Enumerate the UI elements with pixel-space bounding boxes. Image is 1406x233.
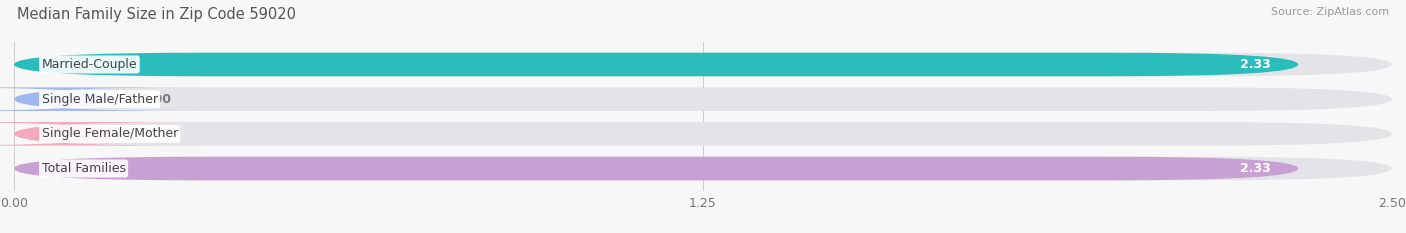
Text: 2.33: 2.33 [1240, 58, 1271, 71]
FancyBboxPatch shape [14, 157, 1392, 180]
FancyBboxPatch shape [0, 87, 201, 111]
Text: Married-Couple: Married-Couple [42, 58, 138, 71]
FancyBboxPatch shape [14, 53, 1392, 76]
FancyBboxPatch shape [14, 157, 1298, 180]
FancyBboxPatch shape [14, 122, 1392, 146]
Text: Single Male/Father: Single Male/Father [42, 93, 157, 106]
FancyBboxPatch shape [0, 122, 201, 146]
Text: Source: ZipAtlas.com: Source: ZipAtlas.com [1271, 7, 1389, 17]
Text: Single Female/Mother: Single Female/Mother [42, 127, 179, 140]
FancyBboxPatch shape [14, 53, 1298, 76]
FancyBboxPatch shape [14, 87, 1392, 111]
Text: Total Families: Total Families [42, 162, 125, 175]
Text: 0.00: 0.00 [141, 93, 172, 106]
Text: 2.33: 2.33 [1240, 162, 1271, 175]
Text: 0.00: 0.00 [141, 127, 172, 140]
Text: Median Family Size in Zip Code 59020: Median Family Size in Zip Code 59020 [17, 7, 295, 22]
